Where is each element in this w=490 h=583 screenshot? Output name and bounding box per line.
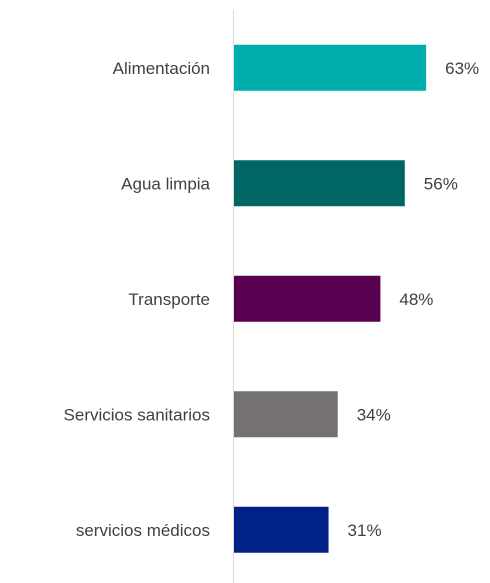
value-label: 34% (357, 406, 391, 425)
category-label: Alimentación (113, 59, 210, 78)
value-label: 56% (424, 175, 458, 194)
category-label: servicios médicos (76, 521, 210, 540)
category-label: Transporte (128, 290, 210, 309)
bar (234, 506, 329, 553)
bar (234, 160, 405, 207)
category-label: Servicios sanitarios (64, 406, 210, 425)
value-label: 31% (348, 521, 382, 540)
category-label: Agua limpia (121, 175, 210, 194)
bar (234, 44, 427, 91)
bar (234, 391, 338, 438)
value-label: 48% (399, 290, 433, 309)
bar (234, 275, 381, 322)
value-label: 63% (445, 59, 479, 78)
